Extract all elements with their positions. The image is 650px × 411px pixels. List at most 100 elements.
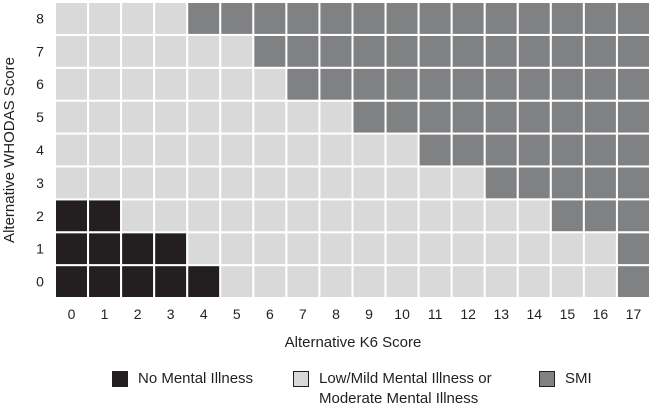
y-tick-label: 0 <box>36 274 44 290</box>
cell-k6-7-whodas-7-smi <box>285 33 321 69</box>
cell-k6-17-whodas-8-smi <box>615 1 650 36</box>
x-tick-label: 2 <box>134 306 142 322</box>
cell-k6-4-whodas-7-mild <box>186 33 222 69</box>
cell-k6-17-whodas-3-smi <box>615 165 650 201</box>
cell-k6-12-whodas-6-smi <box>450 66 486 102</box>
cell-k6-6-whodas-8-smi <box>252 1 288 36</box>
legend-swatch-smi <box>539 371 555 387</box>
cell-k6-15-whodas-3-smi <box>549 165 585 201</box>
cell-k6-14-whodas-5-smi <box>516 99 552 135</box>
cell-k6-0-whodas-6-mild <box>54 66 90 102</box>
cell-k6-5-whodas-2-mild <box>219 198 255 234</box>
cell-k6-17-whodas-1-smi <box>615 231 650 267</box>
cell-k6-13-whodas-7-smi <box>483 33 519 69</box>
cell-k6-0-whodas-2-none <box>54 198 90 234</box>
cell-k6-12-whodas-8-smi <box>450 1 486 36</box>
cell-k6-14-whodas-4-smi <box>516 132 552 168</box>
cell-k6-16-whodas-6-smi <box>582 66 618 102</box>
cell-k6-16-whodas-2-smi <box>582 198 618 234</box>
cell-k6-14-whodas-6-smi <box>516 66 552 102</box>
cell-k6-10-whodas-2-mild <box>384 198 420 234</box>
cell-k6-1-whodas-7-mild <box>87 33 123 69</box>
x-tick-label: 10 <box>394 306 410 322</box>
cell-k6-1-whodas-6-mild <box>87 66 123 102</box>
legend-item-smi: SMI <box>539 369 592 389</box>
cell-k6-17-whodas-7-smi <box>615 33 650 69</box>
x-tick-label: 0 <box>68 306 76 322</box>
cell-k6-14-whodas-1-mild <box>516 231 552 267</box>
cell-k6-17-whodas-2-smi <box>615 198 650 234</box>
cell-k6-10-whodas-6-smi <box>384 66 420 102</box>
cell-k6-10-whodas-5-smi <box>384 99 420 135</box>
cell-k6-13-whodas-4-smi <box>483 132 519 168</box>
cell-k6-12-whodas-5-smi <box>450 99 486 135</box>
cell-k6-9-whodas-2-mild <box>351 198 387 234</box>
cell-k6-15-whodas-8-smi <box>549 1 585 36</box>
cell-k6-10-whodas-3-mild <box>384 165 420 201</box>
cell-k6-16-whodas-4-smi <box>582 132 618 168</box>
cell-k6-11-whodas-0-mild <box>417 264 453 299</box>
x-axis-ticks: 0 1 2 3 4 5 6 7 8 9 10 11 12 13 14 15 16 17 <box>68 306 642 322</box>
cell-k6-13-whodas-2-mild <box>483 198 519 234</box>
cell-k6-17-whodas-4-smi <box>615 132 650 168</box>
x-tick-label: 17 <box>626 306 642 322</box>
cell-k6-12-whodas-1-mild <box>450 231 486 267</box>
cell-k6-4-whodas-3-mild <box>186 165 222 201</box>
cell-k6-9-whodas-7-smi <box>351 33 387 69</box>
cell-k6-3-whodas-8-mild <box>153 1 189 36</box>
cell-k6-3-whodas-5-mild <box>153 99 189 135</box>
x-tick-label: 16 <box>593 306 609 322</box>
cell-k6-3-whodas-2-mild <box>153 198 189 234</box>
x-tick-label: 8 <box>332 306 340 322</box>
cell-k6-3-whodas-7-mild <box>153 33 189 69</box>
cell-k6-15-whodas-1-mild <box>549 231 585 267</box>
cell-k6-1-whodas-0-none <box>87 264 123 299</box>
cell-k6-12-whodas-2-mild <box>450 198 486 234</box>
y-tick-label: 7 <box>36 43 44 59</box>
cell-k6-4-whodas-4-mild <box>186 132 222 168</box>
cell-k6-2-whodas-3-mild <box>120 165 156 201</box>
cell-k6-2-whodas-6-mild <box>120 66 156 102</box>
cell-k6-4-whodas-6-mild <box>186 66 222 102</box>
cell-k6-5-whodas-3-mild <box>219 165 255 201</box>
cell-k6-10-whodas-4-mild <box>384 132 420 168</box>
cell-k6-3-whodas-3-mild <box>153 165 189 201</box>
cell-k6-10-whodas-8-smi <box>384 1 420 36</box>
cell-k6-1-whodas-1-none <box>87 231 123 267</box>
cell-k6-9-whodas-6-smi <box>351 66 387 102</box>
cell-k6-7-whodas-4-mild <box>285 132 321 168</box>
cell-k6-5-whodas-5-mild <box>219 99 255 135</box>
x-tick-label: 11 <box>428 306 443 322</box>
cell-k6-15-whodas-5-smi <box>549 99 585 135</box>
cell-k6-0-whodas-7-mild <box>54 33 90 69</box>
cell-k6-0-whodas-0-none <box>54 264 90 299</box>
cell-k6-10-whodas-7-smi <box>384 33 420 69</box>
cell-k6-2-whodas-8-mild <box>120 1 156 36</box>
y-axis-label: Alternative WHODAS Score <box>1 57 18 243</box>
cell-k6-1-whodas-2-none <box>87 198 123 234</box>
cell-k6-4-whodas-5-mild <box>186 99 222 135</box>
cell-k6-10-whodas-0-mild <box>384 264 420 299</box>
cell-k6-7-whodas-2-mild <box>285 198 321 234</box>
cell-k6-16-whodas-5-smi <box>582 99 618 135</box>
cell-k6-6-whodas-3-mild <box>252 165 288 201</box>
y-tick-label: 5 <box>36 109 44 125</box>
cell-k6-7-whodas-6-smi <box>285 66 321 102</box>
cell-k6-2-whodas-2-mild <box>120 198 156 234</box>
cell-k6-8-whodas-8-smi <box>318 1 354 36</box>
x-tick-label: 4 <box>200 306 208 322</box>
cell-k6-16-whodas-1-mild <box>582 231 618 267</box>
cell-k6-1-whodas-5-mild <box>87 99 123 135</box>
x-tick-label: 1 <box>101 306 109 322</box>
cell-k6-0-whodas-5-mild <box>54 99 90 135</box>
cell-k6-13-whodas-0-mild <box>483 264 519 299</box>
cell-k6-14-whodas-0-mild <box>516 264 552 299</box>
cell-k6-13-whodas-1-mild <box>483 231 519 267</box>
cell-k6-11-whodas-5-smi <box>417 99 453 135</box>
cell-k6-15-whodas-6-smi <box>549 66 585 102</box>
cell-k6-16-whodas-3-smi <box>582 165 618 201</box>
cell-k6-4-whodas-1-mild <box>186 231 222 267</box>
y-tick-label: 1 <box>36 241 44 257</box>
legend-label-none: No Mental Illness <box>138 370 254 387</box>
